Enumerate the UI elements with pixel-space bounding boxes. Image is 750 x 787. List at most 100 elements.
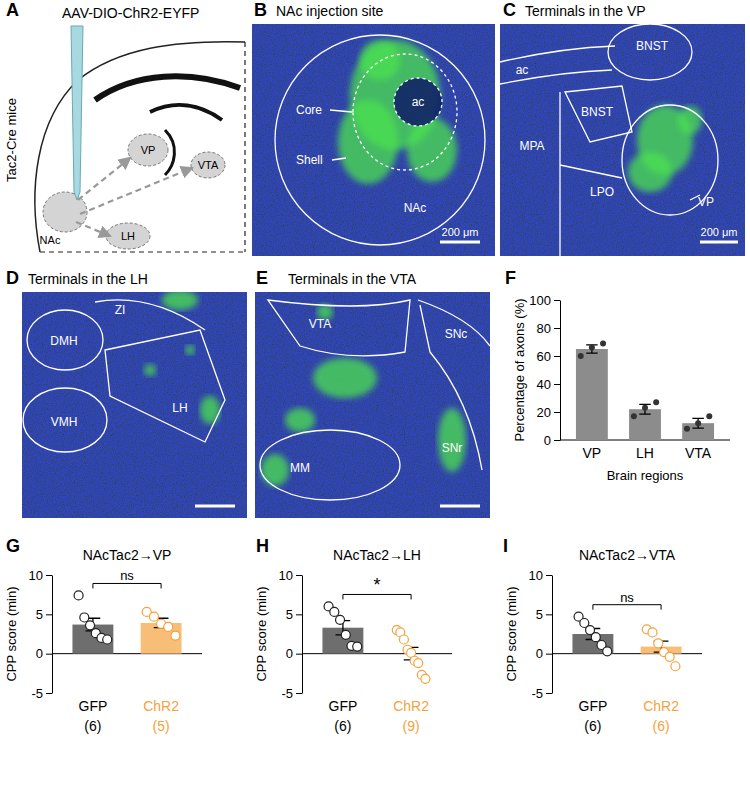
- tick: 20: [537, 405, 560, 420]
- micrograph: [255, 292, 490, 518]
- fluorescence: [338, 100, 398, 184]
- scale-label: 200 μm: [442, 226, 479, 238]
- panel-letter: E: [256, 268, 268, 288]
- tick: 5: [36, 607, 52, 622]
- annotation: ns: [620, 590, 634, 605]
- data-point: [591, 633, 600, 642]
- panel-letter: H: [256, 536, 269, 556]
- chart-title: NAcTac2→VP: [83, 547, 172, 563]
- projection-arrow: [80, 168, 192, 214]
- tick: 0: [286, 646, 302, 661]
- category-label: ChR2: [393, 698, 429, 714]
- figure: AAAV-DIO-ChR2-EYFPBNAc injection siteCTe…: [0, 0, 750, 787]
- tissue: [500, 24, 745, 256]
- brain-cut: [40, 42, 245, 252]
- category-label: GFP: [329, 698, 358, 714]
- schematic: [35, 26, 245, 252]
- region: [191, 152, 225, 178]
- region-label: VP: [698, 195, 714, 209]
- panel-letter: C: [503, 0, 516, 20]
- tick-mark: [296, 654, 302, 655]
- y-axis: 020406080100: [529, 293, 560, 448]
- category-note: (5): [153, 718, 170, 734]
- projection-arrow: [78, 158, 130, 200]
- tick-label: 5: [36, 607, 43, 622]
- tick: 10: [29, 568, 52, 583]
- category-note: (6): [584, 718, 601, 734]
- tick-label: 80: [537, 321, 551, 336]
- tick-mark: [554, 440, 560, 441]
- region-label: SNc: [445, 327, 468, 341]
- tick: -5: [31, 686, 52, 701]
- fluorescence: [407, 118, 457, 182]
- region-outline: [268, 300, 410, 356]
- region-outline: [608, 24, 692, 80]
- panel-letter: I: [503, 536, 508, 556]
- data-point: [665, 652, 674, 661]
- data-point: [330, 607, 339, 616]
- marks: [322, 602, 429, 683]
- axis-line: [302, 576, 303, 694]
- data-point: [341, 630, 350, 639]
- tick-mark: [554, 412, 560, 413]
- fluorescence: [285, 408, 315, 432]
- data-point: [80, 613, 89, 622]
- tick-mark: [296, 575, 302, 576]
- panel-title: Terminals in the VP: [525, 3, 646, 19]
- data-point: [706, 413, 712, 419]
- fluorescence: [144, 364, 156, 376]
- data-point: [149, 612, 158, 621]
- region-label: VP: [141, 144, 156, 156]
- region-label: LH: [121, 230, 135, 242]
- y-axis: -50510: [529, 568, 553, 701]
- region-outline: [330, 110, 352, 160]
- pipette: [71, 26, 83, 200]
- tick-mark: [296, 693, 302, 694]
- category-label: VTA: [685, 445, 712, 461]
- micrograph: [500, 24, 745, 256]
- fluorescence: [162, 292, 198, 310]
- tick-mark: [554, 300, 560, 301]
- panel-letter: A: [6, 0, 19, 20]
- region-outline: [394, 78, 442, 126]
- region-label: BNST: [581, 105, 614, 119]
- region-outline: [353, 54, 457, 170]
- scale-bar: [195, 505, 235, 508]
- tick-mark: [546, 575, 552, 576]
- marks: [572, 612, 681, 671]
- panel-title: NAc injection site: [276, 3, 384, 19]
- fluorescence: [360, 40, 400, 80]
- data-point: [671, 662, 680, 671]
- tick-label: -5: [31, 686, 43, 701]
- category-label: ChR2: [143, 698, 179, 714]
- data-point: [589, 345, 595, 351]
- region-label: DMH: [50, 334, 77, 348]
- category-note: (9): [403, 718, 420, 734]
- tick: 60: [537, 349, 560, 364]
- data-point: [642, 405, 648, 411]
- region: [128, 134, 168, 166]
- micrograph: [252, 24, 495, 256]
- panel-title: Terminals in the VTA: [288, 271, 417, 287]
- region-outline: [105, 330, 225, 442]
- tick: -5: [281, 686, 302, 701]
- white-matter: [95, 76, 240, 100]
- panel-letter: F: [505, 268, 516, 288]
- data-point: [684, 426, 690, 432]
- axis-title: CPP score (min): [504, 586, 519, 681]
- error-bar: [692, 418, 703, 428]
- tick: 5: [536, 607, 552, 622]
- annotation: ns: [120, 568, 134, 583]
- region-label: Core: [296, 103, 322, 117]
- bar: [576, 349, 608, 440]
- tick-label: 10: [529, 568, 543, 583]
- region: [106, 223, 150, 249]
- data-point: [353, 642, 362, 651]
- axis-title: CPP score (min): [254, 586, 269, 681]
- tissue: [255, 292, 490, 518]
- region-label: MPA: [519, 139, 544, 153]
- scale-bar: [440, 505, 480, 508]
- data-point: [421, 674, 430, 683]
- category-label: VP: [583, 445, 602, 461]
- tick: 0: [536, 646, 552, 661]
